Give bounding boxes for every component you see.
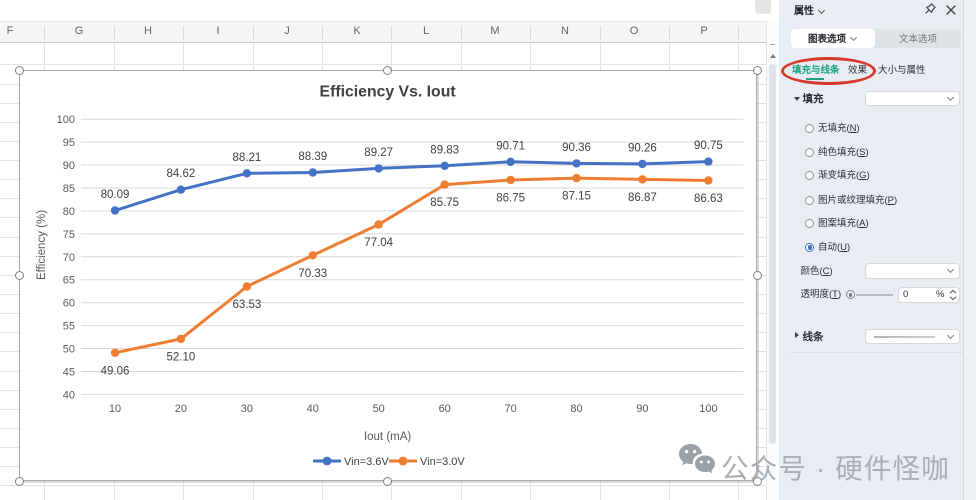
svg-text:90.71: 90.71 (496, 140, 525, 152)
svg-text:75: 75 (63, 229, 75, 241)
svg-text:95: 95 (63, 137, 75, 149)
svg-text:85: 85 (63, 183, 75, 195)
svg-text:55: 55 (63, 321, 75, 333)
svg-text:86.87: 86.87 (628, 192, 657, 204)
svg-text:65: 65 (63, 275, 75, 287)
svg-text:50: 50 (63, 344, 75, 356)
svg-text:70: 70 (63, 252, 75, 264)
svg-text:10: 10 (109, 403, 121, 415)
svg-text:80: 80 (570, 403, 582, 415)
svg-text:Vin=3.0V: Vin=3.0V (420, 456, 465, 468)
svg-text:80.09: 80.09 (101, 189, 130, 201)
svg-text:87.15: 87.15 (562, 191, 591, 203)
svg-text:88.21: 88.21 (233, 152, 262, 164)
svg-text:49.06: 49.06 (101, 365, 130, 377)
svg-text:70: 70 (504, 403, 516, 415)
svg-text:85.75: 85.75 (430, 197, 459, 209)
svg-text:60: 60 (439, 403, 451, 415)
svg-text:100: 100 (699, 403, 717, 415)
svg-text:50: 50 (373, 403, 385, 415)
svg-text:86.63: 86.63 (694, 193, 723, 205)
svg-text:100: 100 (57, 114, 75, 126)
svg-text:90.75: 90.75 (694, 140, 723, 152)
svg-text:63.53: 63.53 (233, 299, 262, 311)
svg-text:40: 40 (307, 403, 319, 415)
svg-text:40: 40 (63, 389, 75, 401)
svg-text:45: 45 (63, 367, 75, 379)
svg-text:84.62: 84.62 (167, 168, 196, 180)
svg-text:77.04: 77.04 (364, 237, 393, 249)
svg-text:90.36: 90.36 (562, 142, 591, 154)
svg-text:20: 20 (175, 403, 187, 415)
svg-text:Efficiency Vs. Iout: Efficiency Vs. Iout (320, 84, 457, 101)
svg-text:Vin=3.6V: Vin=3.6V (344, 456, 389, 468)
svg-text:88.39: 88.39 (298, 151, 327, 163)
svg-text:60: 60 (63, 298, 75, 310)
svg-text:86.75: 86.75 (496, 193, 525, 205)
svg-text:30: 30 (241, 403, 253, 415)
svg-text:Iout (mA): Iout (mA) (364, 431, 411, 443)
svg-text:Efficiency (%): Efficiency (%) (36, 210, 48, 280)
svg-text:90: 90 (636, 403, 648, 415)
svg-text:90.26: 90.26 (628, 142, 657, 154)
svg-text:90: 90 (63, 160, 75, 172)
svg-text:89.83: 89.83 (430, 144, 459, 156)
svg-text:70.33: 70.33 (298, 268, 327, 280)
svg-text:80: 80 (63, 206, 75, 218)
svg-text:89.27: 89.27 (364, 147, 393, 159)
svg-text:52.10: 52.10 (167, 351, 196, 363)
